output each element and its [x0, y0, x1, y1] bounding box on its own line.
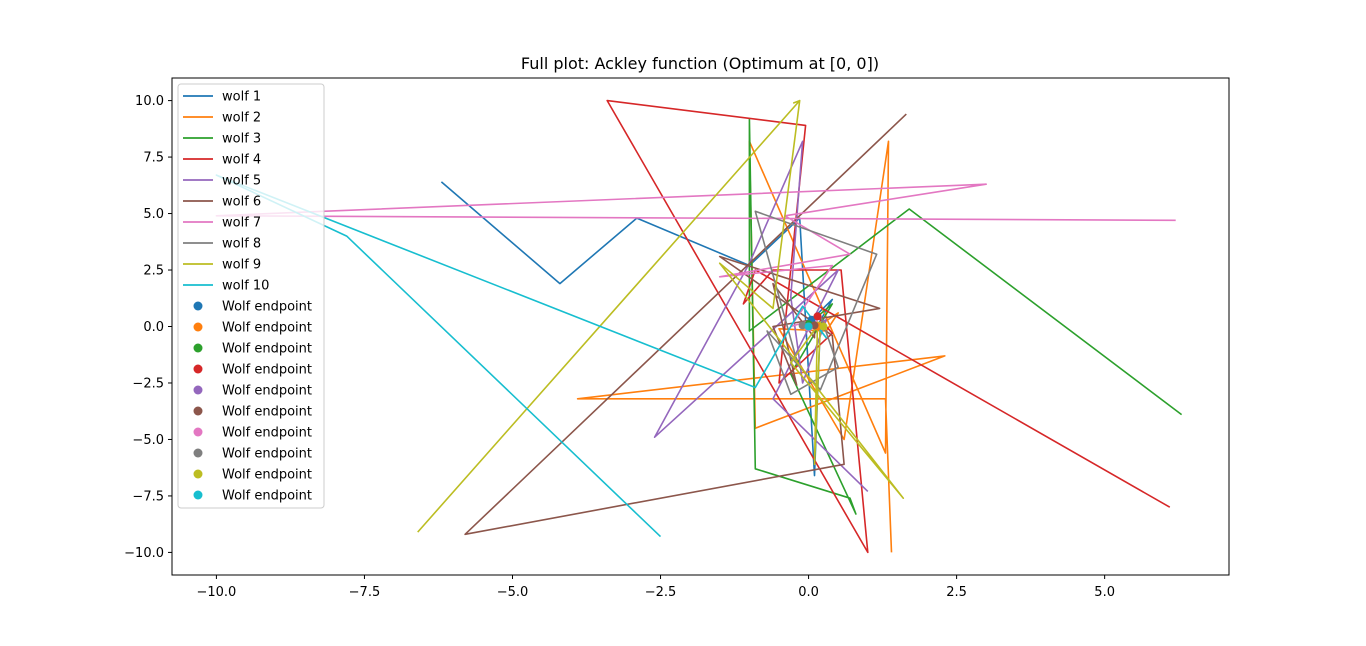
legend-label: wolf 7	[222, 216, 261, 231]
legend-label: Wolf endpoint	[222, 426, 312, 441]
y-tick-label: −10.0	[124, 546, 164, 561]
y-tick-label: 2.5	[143, 264, 164, 279]
legend-dot-swatch	[193, 448, 203, 458]
legend-dot-swatch	[193, 343, 203, 353]
series-line-wolf-4	[606, 99, 1171, 554]
legend-dot-swatch	[193, 427, 203, 437]
legend-dot-swatch	[193, 364, 203, 374]
legend-label: Wolf endpoint	[222, 384, 312, 399]
y-tick-label: −5.0	[132, 433, 164, 448]
legend-label: Wolf endpoint	[222, 363, 312, 378]
y-tick-label: −2.5	[132, 376, 164, 391]
x-axis: −10.0 −7.5 −5.0 −2.5 0.0 2.5 5.0	[196, 575, 1115, 600]
x-tick-label: 0.0	[798, 585, 819, 600]
legend-dot-swatch	[193, 490, 203, 500]
legend-label: wolf 5	[222, 174, 261, 189]
legend-label: wolf 4	[222, 153, 261, 168]
y-tick-label: 5.0	[143, 207, 164, 222]
legend-dot-swatch	[193, 301, 203, 311]
legend-label: Wolf endpoint	[222, 447, 312, 462]
endpoint-marker-10	[804, 322, 813, 331]
chart-title: Full plot: Ackley function (Optimum at […	[521, 54, 879, 73]
legend-label: Wolf endpoint	[222, 342, 312, 357]
endpoint-marker-8	[798, 321, 807, 330]
x-tick-label: −5.0	[497, 585, 529, 600]
endpoint-marker-4	[813, 312, 822, 321]
legend-label: Wolf endpoint	[222, 321, 312, 336]
legend-label: Wolf endpoint	[222, 468, 312, 483]
legend-dot-swatch	[193, 322, 203, 332]
x-tick-label: −7.5	[349, 585, 381, 600]
legend-label: wolf 10	[222, 279, 269, 294]
y-tick-label: −7.5	[132, 489, 164, 504]
x-tick-label: 2.5	[946, 585, 967, 600]
legend-label: wolf 8	[222, 237, 261, 252]
x-tick-label: −2.5	[645, 585, 677, 600]
legend-label: wolf 2	[222, 111, 261, 126]
endpoint-marker-9	[819, 322, 828, 331]
y-tick-label: 7.5	[143, 151, 164, 166]
legend: wolf 1 wolf 2 wolf 3 wolf 4 wolf 5 wolf 6 wolf…	[177, 83, 325, 509]
legend-label: wolf 6	[222, 195, 261, 210]
legend-dot-swatch	[193, 385, 203, 395]
legend-label: wolf 3	[222, 132, 261, 147]
legend-label: wolf 9	[222, 258, 261, 273]
legend-label: wolf 1	[222, 90, 261, 105]
legend-dot-swatch	[193, 469, 203, 479]
endpoints-layer	[798, 312, 828, 332]
series-line-wolf-9	[417, 99, 905, 533]
series-line-wolf-6	[464, 113, 907, 536]
x-tick-label: 5.0	[1094, 585, 1115, 600]
series-line-wolf-5	[653, 140, 869, 492]
legend-label: Wolf endpoint	[222, 489, 312, 504]
legend-label: Wolf endpoint	[222, 300, 312, 315]
legend-dot-swatch	[193, 406, 203, 416]
legend-label: Wolf endpoint	[222, 405, 312, 420]
y-axis: 10.0 7.5 5.0 2.5 0.0 −2.5 −5.0 −7.5 −10.0	[124, 94, 172, 561]
legend-box	[177, 83, 325, 509]
y-tick-label: 10.0	[135, 94, 164, 109]
y-tick-label: 0.0	[143, 320, 164, 335]
x-tick-label: −10.0	[196, 585, 236, 600]
series-line-wolf-8	[754, 210, 878, 396]
